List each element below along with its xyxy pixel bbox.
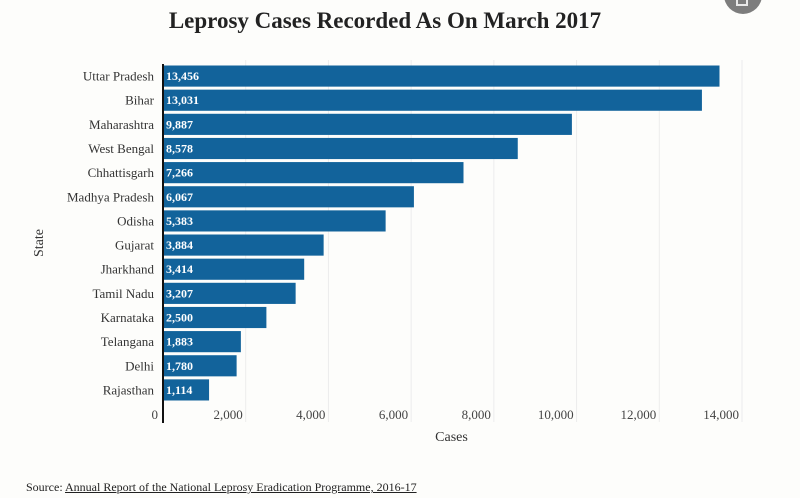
category-label: Maharashtra (89, 117, 154, 132)
bar[interactable] (163, 355, 237, 377)
category-label: Gujarat (115, 238, 154, 253)
source-note: Source: Annual Report of the National Le… (26, 480, 417, 495)
x-tick-label: 12,000 (621, 407, 657, 422)
x-axis-title: Cases (435, 430, 468, 445)
bar[interactable] (163, 282, 296, 304)
bars: 13,456 13,031 9,887 8,578 7,266 6,067 5,383 3,8… (163, 65, 720, 401)
category-label: Chhattisgarh (88, 165, 155, 180)
chart-title: Leprosy Cases Recorded As On March 2017 (168, 8, 602, 33)
bar-value-label: 9,887 (166, 117, 193, 131)
x-tick-labels: 0 2,000 4,000 6,000 8,000 10,000 12,000 14,000 (152, 407, 740, 422)
bar-value-label: 3,414 (166, 262, 193, 276)
bar[interactable] (163, 113, 572, 135)
x-tick-label: 4,000 (296, 407, 325, 422)
category-label: Tamil Nadu (92, 286, 154, 301)
bar[interactable] (163, 162, 464, 184)
bar[interactable] (163, 379, 210, 401)
bar-value-label: 6,067 (166, 190, 193, 204)
bar[interactable] (163, 306, 267, 329)
bar-value-label: 5,383 (166, 214, 193, 228)
bar[interactable] (163, 186, 414, 208)
bar[interactable] (163, 234, 324, 256)
bar[interactable] (163, 137, 518, 160)
x-tick-label: 2,000 (213, 407, 242, 422)
category-label: Rajasthan (103, 382, 155, 397)
category-label: West Bengal (88, 141, 154, 156)
bar-value-label: 1,883 (166, 335, 193, 349)
x-tick-label: 8,000 (462, 407, 491, 422)
category-label: Jharkhand (101, 262, 155, 277)
bar-value-label: 13,031 (166, 93, 199, 107)
category-label: Telangana (101, 334, 154, 349)
corner-action-button[interactable] (724, 0, 762, 14)
category-label: Bihar (125, 93, 155, 108)
category-label: Karnataka (101, 310, 155, 325)
bar-value-label: 3,884 (166, 238, 193, 252)
x-tick-label: 10,000 (538, 407, 574, 422)
source-prefix: Source: (26, 480, 63, 494)
x-tick-label: 6,000 (379, 407, 408, 422)
y-axis-title: State (32, 229, 47, 257)
bar-value-label: 1,114 (166, 383, 192, 397)
category-label: Delhi (125, 358, 154, 373)
category-label: Uttar Pradesh (83, 69, 155, 84)
bar-value-label: 7,266 (166, 166, 193, 180)
bar[interactable] (163, 258, 305, 280)
bar-value-label: 1,780 (166, 359, 193, 373)
share-icon (736, 0, 748, 6)
category-labels: Uttar Pradesh Bihar Maharashtra West Bengal… (67, 69, 155, 398)
category-label: Odisha (117, 213, 154, 228)
source-link[interactable]: Annual Report of the National Leprosy Er… (65, 480, 417, 494)
bar-value-label: 3,207 (166, 286, 193, 300)
bar-value-label: 8,578 (166, 142, 193, 156)
bar[interactable] (163, 331, 241, 353)
bar[interactable] (163, 210, 386, 232)
bar-value-label: 2,500 (166, 311, 193, 325)
bar-value-label: 13,456 (166, 69, 199, 83)
category-label: Madhya Pradesh (67, 189, 155, 204)
bar[interactable] (163, 65, 720, 87)
bar-chart: 13,456 13,031 9,887 8,578 7,266 6,067 5,383 3,8… (32, 60, 743, 445)
x-tick-label: 0 (152, 407, 159, 422)
x-tick-label: 14,000 (703, 407, 739, 422)
bar[interactable] (163, 89, 702, 111)
